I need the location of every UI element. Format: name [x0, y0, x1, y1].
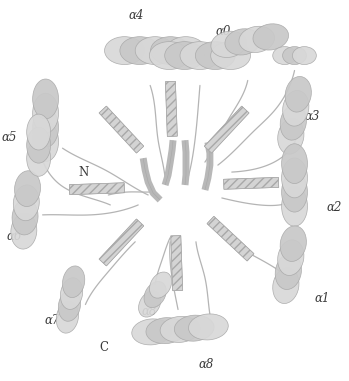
- Ellipse shape: [273, 46, 297, 64]
- Ellipse shape: [174, 315, 214, 341]
- Ellipse shape: [282, 186, 307, 226]
- Polygon shape: [99, 219, 144, 266]
- Ellipse shape: [239, 26, 275, 53]
- Text: α4: α4: [129, 10, 144, 22]
- Ellipse shape: [33, 122, 59, 162]
- Polygon shape: [165, 82, 177, 136]
- Ellipse shape: [275, 254, 302, 290]
- Ellipse shape: [166, 37, 206, 64]
- Ellipse shape: [280, 226, 306, 261]
- Ellipse shape: [278, 240, 304, 275]
- Ellipse shape: [160, 316, 200, 343]
- Ellipse shape: [15, 171, 40, 207]
- Polygon shape: [165, 82, 177, 136]
- Polygon shape: [205, 106, 249, 153]
- Ellipse shape: [33, 107, 59, 147]
- Text: α8: α8: [198, 358, 214, 371]
- Ellipse shape: [280, 104, 306, 140]
- Ellipse shape: [225, 29, 260, 55]
- Polygon shape: [99, 219, 144, 266]
- Text: C: C: [100, 341, 109, 354]
- Ellipse shape: [149, 272, 172, 298]
- Ellipse shape: [12, 199, 38, 235]
- Ellipse shape: [135, 37, 175, 64]
- Ellipse shape: [282, 172, 307, 212]
- Text: α1: α1: [314, 292, 330, 305]
- Ellipse shape: [132, 319, 171, 345]
- Text: α3: α3: [304, 110, 319, 123]
- Ellipse shape: [282, 144, 307, 184]
- Polygon shape: [69, 183, 125, 195]
- Ellipse shape: [27, 141, 51, 176]
- Ellipse shape: [283, 91, 309, 126]
- Ellipse shape: [165, 42, 205, 69]
- Ellipse shape: [211, 42, 251, 69]
- Ellipse shape: [13, 185, 39, 221]
- Ellipse shape: [105, 37, 144, 64]
- Ellipse shape: [180, 42, 220, 69]
- Ellipse shape: [188, 314, 228, 340]
- Ellipse shape: [11, 213, 37, 249]
- Ellipse shape: [195, 42, 235, 69]
- Polygon shape: [171, 235, 183, 291]
- Ellipse shape: [144, 282, 166, 307]
- Ellipse shape: [139, 291, 161, 317]
- Ellipse shape: [150, 37, 191, 64]
- Ellipse shape: [62, 266, 85, 298]
- Ellipse shape: [273, 268, 299, 304]
- Ellipse shape: [33, 93, 59, 133]
- Ellipse shape: [282, 158, 307, 198]
- Text: α2: α2: [327, 201, 342, 214]
- Ellipse shape: [149, 42, 189, 69]
- Polygon shape: [99, 106, 144, 153]
- Ellipse shape: [27, 127, 51, 163]
- Text: α7: α7: [45, 314, 60, 327]
- Text: N: N: [79, 166, 89, 179]
- Ellipse shape: [27, 114, 51, 150]
- Ellipse shape: [60, 278, 83, 309]
- Polygon shape: [224, 178, 279, 189]
- Polygon shape: [207, 216, 254, 261]
- Polygon shape: [99, 106, 144, 153]
- Ellipse shape: [33, 79, 59, 119]
- Ellipse shape: [278, 118, 304, 154]
- Ellipse shape: [253, 24, 289, 50]
- Text: α6: α6: [6, 230, 22, 243]
- Text: α5: α5: [2, 131, 17, 144]
- Text: α0: α0: [216, 25, 231, 38]
- Polygon shape: [207, 216, 254, 261]
- Ellipse shape: [120, 37, 160, 64]
- Polygon shape: [224, 178, 279, 189]
- Ellipse shape: [292, 46, 316, 64]
- Ellipse shape: [146, 318, 186, 344]
- Ellipse shape: [211, 31, 246, 58]
- Ellipse shape: [283, 46, 306, 64]
- Polygon shape: [205, 106, 249, 153]
- Ellipse shape: [58, 290, 81, 321]
- Ellipse shape: [56, 301, 79, 333]
- Polygon shape: [171, 235, 183, 291]
- Ellipse shape: [285, 77, 311, 112]
- Text: α8′: α8′: [142, 306, 160, 319]
- Polygon shape: [69, 183, 125, 195]
